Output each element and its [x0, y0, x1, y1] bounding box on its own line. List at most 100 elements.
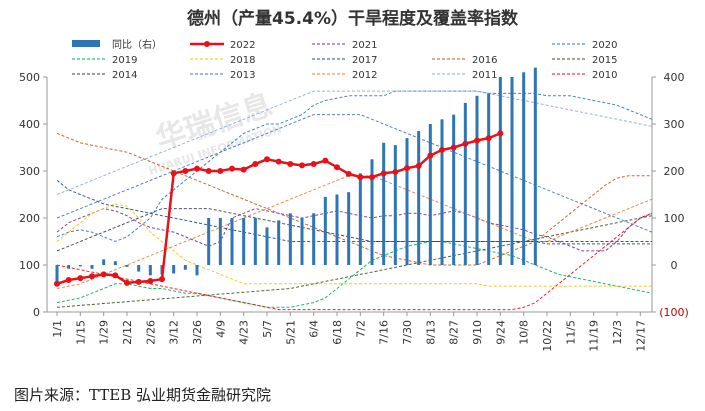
y2-tick-label: 200	[664, 165, 685, 178]
point-2022	[485, 135, 492, 142]
legend-label: 2020	[592, 40, 617, 51]
yoy-bar	[312, 213, 316, 265]
x-tick-label: 5/21	[284, 320, 297, 345]
legend-label: 2010	[592, 70, 617, 81]
series-lines	[56, 90, 653, 311]
legend-item-同比（右）: 同比（右）	[72, 38, 162, 51]
yoy-bar	[253, 218, 257, 265]
point-2022	[170, 170, 177, 177]
point-2022	[194, 165, 200, 172]
x-tick-label: 3/12	[168, 320, 181, 345]
legend-item-2012: 2012	[312, 70, 377, 81]
series-line-2013	[56, 114, 653, 233]
legend-item-2011: 2011	[432, 70, 497, 81]
yoy-bar	[288, 213, 292, 265]
y2-tick-label: 100	[664, 212, 685, 225]
yoy-bar	[498, 77, 502, 265]
source-caption: 图片来源：TTEB 弘业期货金融研究院	[14, 386, 272, 404]
chart-title: 德州（产量45.4%）干旱程度及覆盖率指数	[187, 9, 518, 29]
point-2022	[147, 277, 154, 284]
legend-label: 2015	[592, 55, 617, 66]
yoy-bar	[475, 95, 479, 265]
point-2022	[135, 278, 142, 285]
yoy-bar	[487, 93, 491, 265]
point-2022	[240, 166, 247, 173]
x-tick-label: 12/3	[611, 320, 624, 345]
point-2022	[357, 174, 364, 181]
point-2022	[124, 279, 130, 286]
y-tick-label: 300	[19, 165, 40, 178]
yoy-bar	[125, 265, 129, 267]
series-line-2012	[56, 175, 653, 289]
y2-tick-label: 0	[671, 259, 678, 272]
x-tick-label: 11/19	[588, 320, 601, 352]
legend-item-2022: 2022	[190, 40, 255, 51]
yoy-bar	[195, 265, 199, 276]
x-tick-label: 2/26	[144, 320, 157, 345]
legend-item-2013: 2013	[190, 70, 255, 81]
x-tick-label: 10/22	[541, 320, 554, 352]
legend-label: 同比（右）	[112, 38, 162, 51]
x-tick-label: 9/10	[471, 320, 484, 345]
x-tick-label: 1/15	[74, 320, 87, 345]
series-line-2010	[56, 212, 653, 311]
legend-item-2016: 2016	[432, 55, 497, 66]
legend-label: 2022	[230, 40, 255, 51]
yoy-bar	[90, 265, 94, 269]
legend-label: 2013	[230, 70, 255, 81]
legend-label: 2019	[112, 55, 137, 66]
point-2022	[427, 152, 434, 159]
legend-item-2015: 2015	[552, 55, 617, 66]
point-2022	[287, 160, 294, 167]
series-line-2019	[56, 241, 653, 308]
point-2022	[54, 280, 60, 287]
yoy-bar	[510, 77, 514, 265]
legend-item-2018: 2018	[190, 55, 255, 66]
x-tick-label: 12/17	[634, 320, 647, 352]
yoy-bar	[183, 265, 187, 270]
yoy-bar	[300, 218, 304, 265]
point-2022	[497, 130, 504, 137]
yoy-bar	[172, 265, 176, 274]
point-2022	[299, 162, 305, 169]
yoy-bar	[405, 138, 409, 265]
yoy-bar	[382, 142, 386, 265]
point-2022	[404, 165, 410, 172]
x-tick-label: 1/29	[98, 320, 111, 345]
yoy-bar	[417, 131, 421, 265]
point-2022	[217, 168, 224, 174]
legend-item-2014: 2014	[72, 70, 137, 81]
y-tick-label: 200	[19, 212, 40, 225]
yoy-bar	[148, 265, 152, 276]
x-tick-label: 8/27	[448, 320, 461, 345]
x-tick-label: 4/9	[214, 320, 227, 338]
x-tick-label: 10/8	[518, 320, 531, 345]
point-2022	[345, 170, 352, 177]
x-tick-label: 4/23	[238, 320, 251, 345]
yoy-bar	[393, 145, 397, 265]
yoy-bars	[55, 67, 537, 287]
point-2022	[89, 273, 95, 280]
point-2022	[369, 174, 375, 181]
yoy-bar	[277, 220, 281, 265]
legend-item-2017: 2017	[312, 55, 377, 66]
x-tick-label: 7/16	[378, 320, 391, 345]
yoy-bar	[522, 72, 526, 265]
legend-swatch	[72, 40, 100, 47]
x-tick-label: 1/1	[51, 320, 64, 338]
point-2022	[205, 168, 212, 174]
point-2022	[275, 158, 282, 165]
yoy-bar	[137, 265, 141, 272]
yoy-bar	[358, 173, 362, 265]
x-tick-label: 7/30	[401, 320, 414, 345]
legend: 同比（右） 2022 2021 2020 2019 2018 2017 2016 2015 201…	[72, 38, 617, 81]
legend-label: 2017	[352, 55, 377, 66]
y2-tick-label: 300	[664, 118, 685, 131]
legend-label: 2016	[472, 55, 497, 66]
yoy-bar	[533, 67, 537, 265]
yoy-bar	[218, 218, 222, 265]
series-line-2014	[56, 208, 652, 252]
yoy-bar	[113, 261, 117, 265]
x-tick-label: 3/26	[191, 320, 204, 345]
